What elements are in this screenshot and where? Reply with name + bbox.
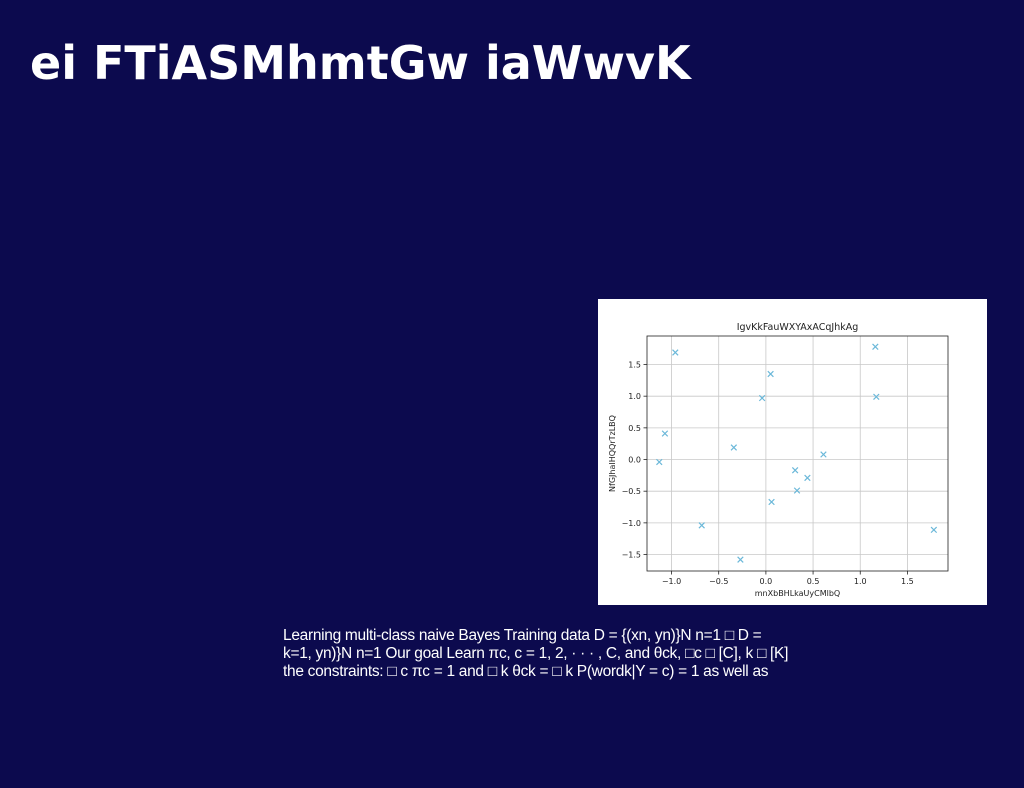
data-point bbox=[656, 458, 663, 466]
data-point bbox=[768, 498, 775, 506]
y-tick-label: −0.5 bbox=[622, 487, 641, 496]
data-point bbox=[791, 467, 799, 474]
slide-title: ei FTiASMhmtGw iaWwvK bbox=[30, 36, 691, 90]
x-tick-label: 1.0 bbox=[854, 577, 867, 586]
body-line-1: Learning multi-class naive Bayes Trainin… bbox=[283, 627, 762, 644]
slide-body-text: Learning multi-class naive Bayes Trainin… bbox=[283, 627, 843, 681]
x-tick-label: −1.0 bbox=[662, 577, 681, 586]
data-point bbox=[767, 370, 774, 378]
y-tick-label: 0.5 bbox=[628, 424, 641, 433]
y-axis-label: NfGJhaIHQQrTzLBQ bbox=[608, 415, 617, 492]
data-point bbox=[873, 393, 880, 401]
data-point bbox=[758, 394, 766, 402]
x-tick-label: 0.5 bbox=[807, 577, 820, 586]
y-tick-label: 1.5 bbox=[628, 361, 641, 370]
x-tick-label: 0.0 bbox=[760, 577, 773, 586]
data-point bbox=[872, 343, 879, 350]
body-line-2: k=1, yn)}N n=1 Our goal Learn πc, c = 1,… bbox=[283, 645, 789, 662]
data-point bbox=[661, 430, 669, 437]
data-point bbox=[793, 487, 801, 494]
data-point bbox=[930, 526, 938, 534]
chart-figure: −1.0 −0.5 0.0 0.5 1.0 1.5 −1.5 −1.0 −0.5 0.0 0.5 1.… bbox=[598, 299, 987, 605]
data-point bbox=[737, 556, 744, 563]
y-tick-label: −1.5 bbox=[622, 551, 641, 560]
x-axis-label: mnXbBHLkaUyCMlbQ bbox=[755, 589, 840, 598]
x-tick-label: 1.5 bbox=[901, 577, 914, 586]
chart-title: IgvKkFauWXYAxACqJhkAg bbox=[737, 322, 859, 333]
scatter-chart: −1.0 −0.5 0.0 0.5 1.0 1.5 −1.5 −1.0 −0.5 0.0 0.5 1.… bbox=[608, 322, 949, 598]
data-point bbox=[730, 444, 738, 451]
x-tick-label: −0.5 bbox=[709, 577, 728, 586]
body-line-3: the constraints: □ c πc = 1 and □ k θck … bbox=[283, 663, 769, 680]
y-tick-label: 0.0 bbox=[628, 456, 641, 465]
plot-frame bbox=[646, 335, 949, 572]
data-point bbox=[820, 451, 827, 458]
y-tick-label: 1.0 bbox=[628, 392, 641, 401]
data-point bbox=[672, 349, 679, 356]
y-tick-label: −1.0 bbox=[622, 519, 641, 528]
data-point bbox=[804, 474, 811, 482]
data-point bbox=[698, 522, 705, 529]
